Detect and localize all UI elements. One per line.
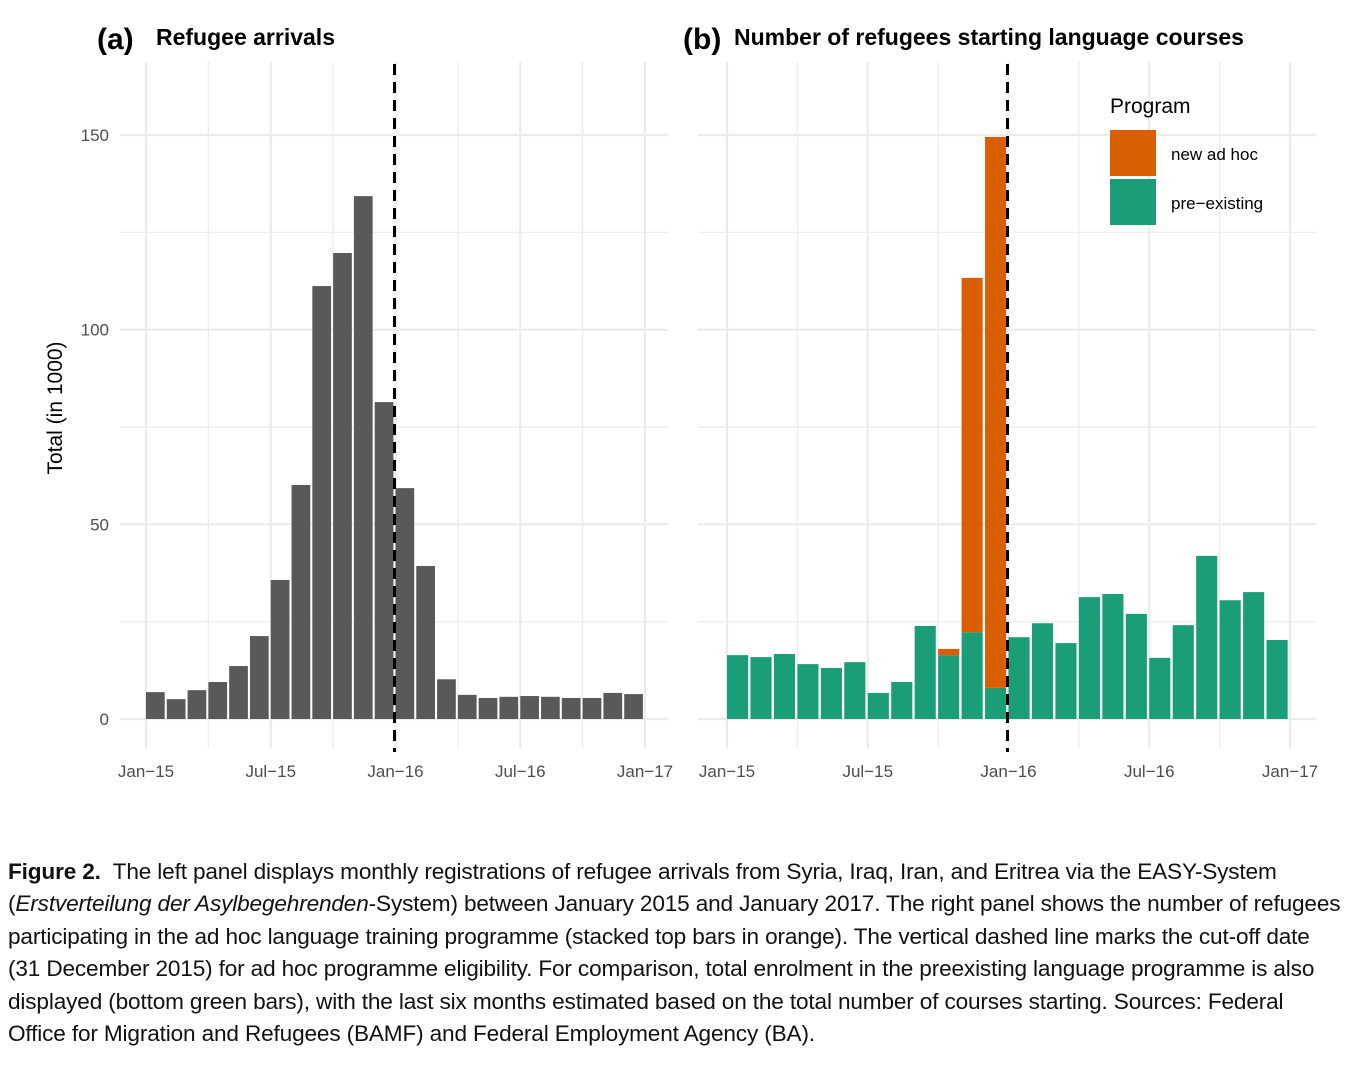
bar-arrivals <box>541 696 560 719</box>
bar-arrivals <box>478 697 498 719</box>
y-tick-label: 0 <box>100 710 109 729</box>
bar-arrivals <box>395 488 415 719</box>
panel-a-tag: (a) <box>97 23 134 56</box>
x-tick-label: Jan−17 <box>617 762 673 781</box>
bar-arrivals <box>312 286 332 719</box>
bar-arrivals <box>437 679 456 719</box>
bar-pre-existing <box>844 662 866 719</box>
bar-pre-existing <box>773 653 796 719</box>
bar-new-ad-hoc <box>985 136 1007 688</box>
bar-arrivals <box>499 696 519 719</box>
x-tick-label: Jan−16 <box>367 762 423 781</box>
bar-new-ad-hoc <box>961 277 983 633</box>
panel-b: (b) Number of refugees starting language… <box>683 23 1318 781</box>
bar-pre-existing <box>1266 639 1288 719</box>
x-tick-label: Jan−17 <box>1262 762 1318 781</box>
bar-pre-existing <box>961 632 983 719</box>
bar-arrivals <box>520 696 539 719</box>
bar-arrivals <box>582 697 602 719</box>
panel-a-x-ticks: Jan−15 Jul−15 Jan−16 Jul−16 Jan−17 <box>118 762 673 781</box>
legend-label-new-ad-hoc: new ad hoc <box>1171 145 1258 164</box>
legend-label-pre-existing: pre−existing <box>1171 194 1263 213</box>
panel-b-x-ticks: Jan−15 Jul−15 Jan−16 Jul−16 Jan−17 <box>699 762 1318 781</box>
bar-arrivals <box>561 697 581 719</box>
bar-pre-existing <box>867 692 889 719</box>
caption-italic: Erstverteilung der Asylbegehrenden <box>15 891 369 917</box>
bar-pre-existing <box>938 655 960 719</box>
bar-pre-existing <box>1102 594 1124 719</box>
panel-a-bars <box>146 196 643 719</box>
x-tick-label: Jul−15 <box>245 762 296 781</box>
bar-arrivals <box>249 636 269 719</box>
caption-text-1: The left panel displays monthly registra… <box>8 859 1277 917</box>
panel-a-y-ticks: 0 50 100 150 <box>81 126 109 729</box>
bar-arrivals <box>146 692 165 719</box>
y-axis-label: Total (in 1000) <box>44 341 67 474</box>
bar-pre-existing <box>891 682 913 719</box>
bar-pre-existing <box>1243 592 1265 719</box>
bar-arrivals <box>270 580 290 719</box>
legend-swatch-pre-existing <box>1110 179 1156 225</box>
bar-arrivals <box>187 690 207 719</box>
bar-arrivals <box>603 692 623 719</box>
bar-pre-existing <box>727 655 749 719</box>
figure-caption: Figure 2. The left panel displays monthl… <box>8 856 1344 1050</box>
bar-arrivals <box>208 682 228 719</box>
bar-pre-existing <box>1172 625 1194 719</box>
caption-text-2: -System) between January 2015 and Januar… <box>8 891 1341 1047</box>
y-tick-label: 100 <box>81 321 109 340</box>
panel-b-bars <box>727 136 1288 719</box>
bar-arrivals <box>374 402 394 719</box>
x-tick-label: Jul−16 <box>495 762 546 781</box>
panel-a-title: Refugee arrivals <box>156 24 335 50</box>
bar-arrivals <box>166 699 186 719</box>
bar-pre-existing <box>820 667 842 719</box>
caption-label: Figure 2. <box>8 859 101 884</box>
panel-b-tag: (b) <box>683 23 721 56</box>
bar-pre-existing <box>1055 643 1077 719</box>
bar-pre-existing <box>797 664 819 719</box>
y-tick-label: 50 <box>90 515 109 534</box>
bar-pre-existing <box>1031 623 1054 719</box>
bar-pre-existing <box>1078 597 1100 719</box>
legend: Program new ad hoc pre−existing <box>1110 95 1263 225</box>
figure: (a) Refugee arrivals Total (in 1000) 0 50… <box>44 23 1318 781</box>
x-tick-label: Jan−15 <box>699 762 755 781</box>
bar-arrivals <box>291 485 311 719</box>
bar-pre-existing <box>750 657 772 719</box>
bar-pre-existing <box>1196 555 1218 719</box>
panel-a: (a) Refugee arrivals Total (in 1000) 0 50… <box>44 23 673 781</box>
x-tick-label: Jan−15 <box>118 762 174 781</box>
bar-pre-existing <box>1219 600 1241 719</box>
bar-new-ad-hoc <box>938 648 960 656</box>
bar-pre-existing <box>914 625 936 719</box>
bar-pre-existing <box>1125 613 1147 719</box>
bar-arrivals <box>333 252 352 719</box>
x-tick-label: Jul−15 <box>842 762 893 781</box>
legend-title: Program <box>1110 95 1191 118</box>
bar-arrivals <box>229 666 248 719</box>
bar-arrivals <box>624 694 643 719</box>
bar-pre-existing <box>1008 637 1030 719</box>
x-tick-label: Jul−16 <box>1124 762 1175 781</box>
y-tick-label: 150 <box>81 126 109 145</box>
bar-arrivals <box>457 694 477 719</box>
bar-arrivals <box>353 196 373 719</box>
legend-swatch-new-ad-hoc <box>1110 130 1156 176</box>
bar-pre-existing <box>985 687 1007 719</box>
bar-pre-existing <box>1149 657 1171 719</box>
panel-b-title: Number of refugees starting language cou… <box>734 24 1244 50</box>
bar-arrivals <box>416 565 436 719</box>
x-tick-label: Jan−16 <box>980 762 1036 781</box>
